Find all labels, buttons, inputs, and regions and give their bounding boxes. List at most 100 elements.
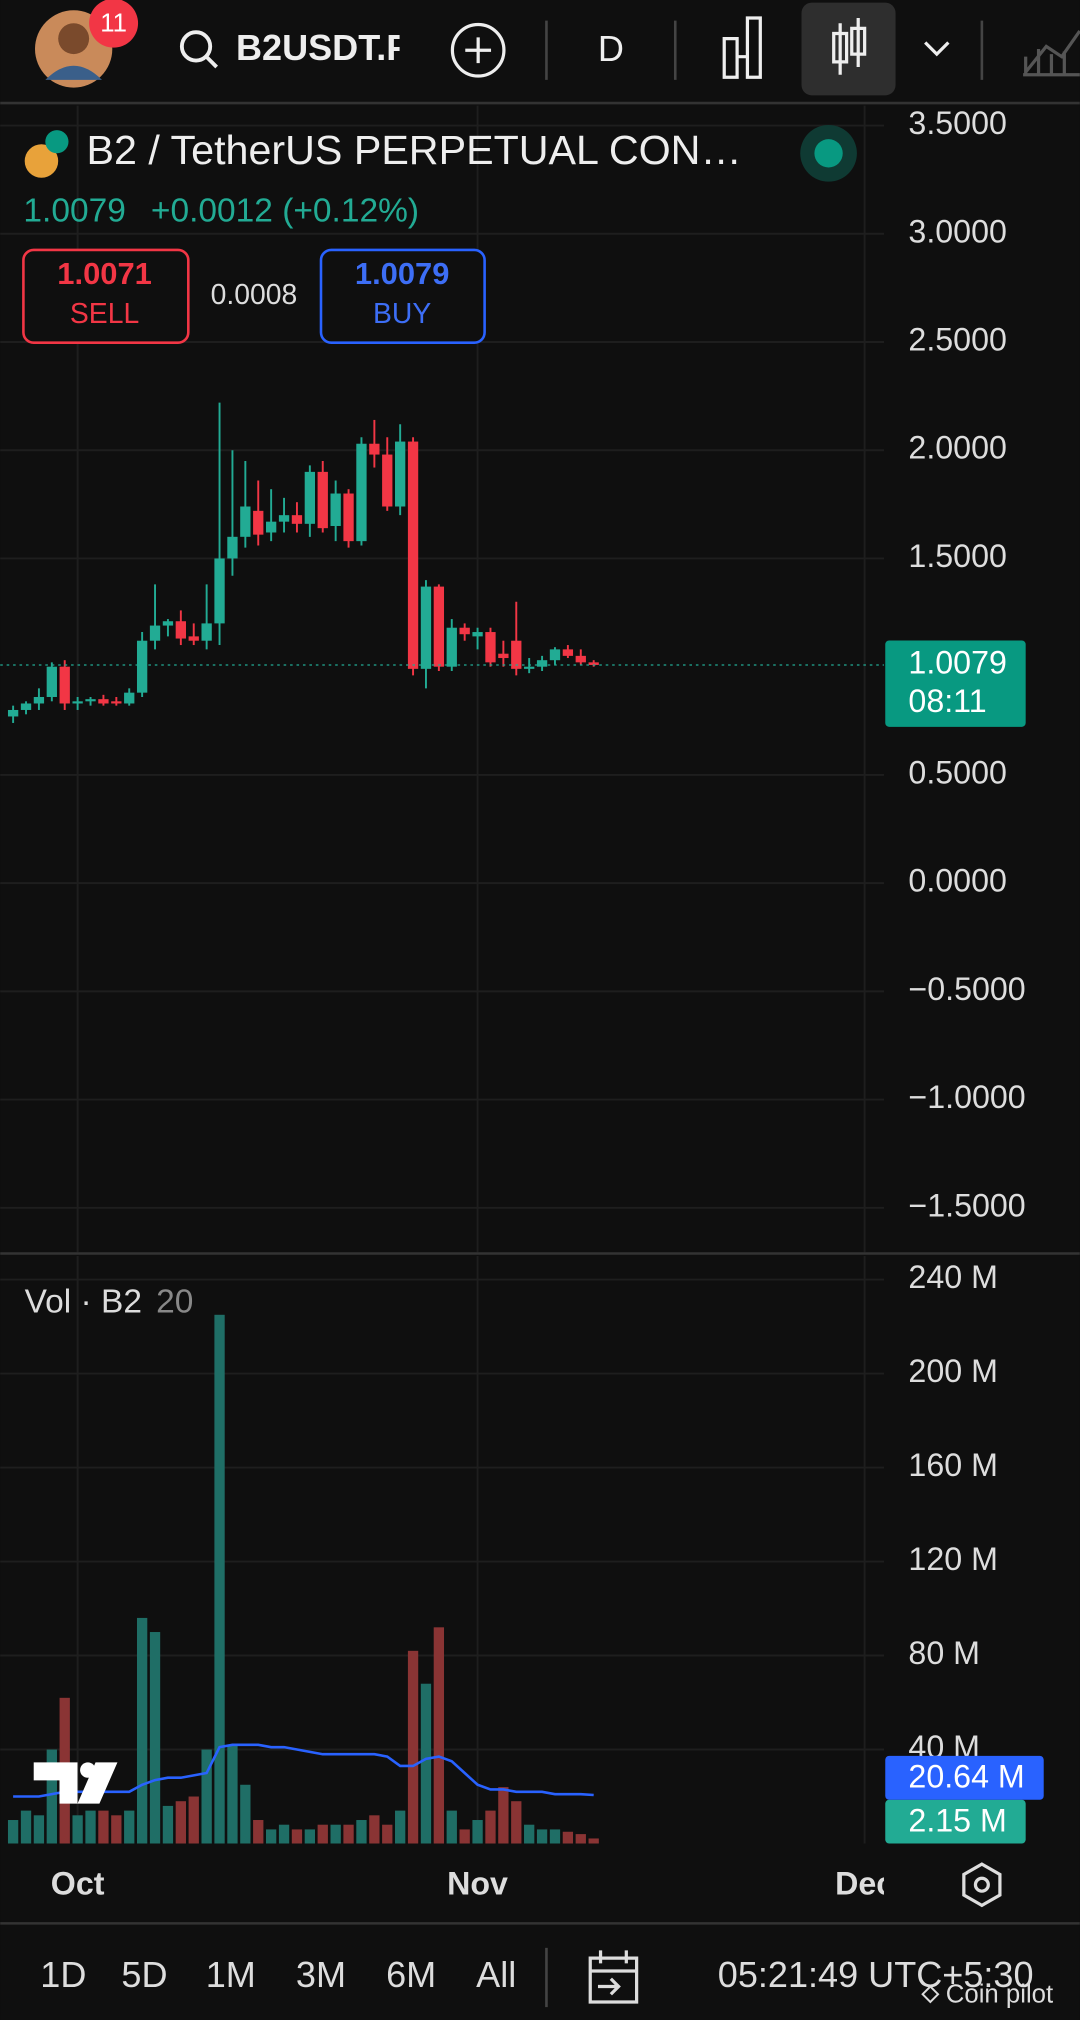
last-price: 1.0079	[23, 192, 125, 229]
range-button[interactable]: 5D	[121, 1954, 167, 1995]
market-status[interactable]	[814, 139, 843, 168]
notification-badge	[89, 0, 139, 48]
volume-bar	[498, 1787, 509, 1844]
volume-bar	[111, 1815, 122, 1844]
candle-body	[575, 655, 586, 663]
y-tick-label: 80 M	[908, 1635, 980, 1671]
volume-bar	[72, 1815, 83, 1844]
volume-bar	[485, 1810, 496, 1844]
candle-body	[369, 443, 380, 455]
symbol-legend: B2 / TetherUS PERPETUAL CON… 1.0079 +0.0…	[22, 124, 857, 1321]
volume-bar	[85, 1810, 96, 1844]
watermark-icon	[921, 1985, 940, 2004]
footer: 05:21:49 UTC+5:30 Coin pilot 1D 5D 1M 3M 6M A…	[40, 1954, 1053, 2008]
volume-bar	[278, 1824, 290, 1844]
logo-dot	[80, 1762, 96, 1778]
volume-bar	[304, 1829, 316, 1844]
candles-icon	[832, 18, 867, 75]
symbol[interactable]: B2USDT.P	[236, 27, 410, 68]
volume-bar	[46, 1749, 57, 1844]
volume-bar	[562, 1831, 574, 1844]
y-tick-label: 200 M	[908, 1353, 997, 1389]
volume-bar	[356, 1820, 367, 1844]
sell-label: SELL	[70, 298, 139, 330]
volume-bar	[240, 1784, 251, 1844]
candle-body	[304, 471, 316, 524]
search-icon[interactable]	[179, 30, 213, 63]
candles-button[interactable]	[801, 2, 896, 96]
candle-body	[459, 627, 470, 635]
interval[interactable]: D	[598, 28, 624, 69]
candle-body	[420, 586, 432, 669]
y-tick-label: 3.0000	[908, 213, 1006, 249]
range-button[interactable]: 1M	[206, 1954, 256, 1995]
last-value-label: 20.64 M	[908, 1759, 1024, 1795]
candle-body	[356, 443, 367, 542]
logo	[33, 1762, 118, 1804]
candle-body	[395, 441, 406, 507]
volume-bar	[536, 1829, 548, 1844]
symbol-logo	[24, 144, 59, 178]
goto-date-icon[interactable]	[588, 1950, 639, 2004]
volume-bar	[420, 1683, 432, 1844]
buy-button[interactable]	[319, 248, 486, 344]
x-tick-label: Nov	[447, 1866, 508, 1902]
volume-length: 20	[156, 1284, 193, 1321]
candle-body	[124, 692, 135, 704]
volume-bar	[98, 1810, 109, 1844]
spread: 0.0008	[211, 279, 298, 311]
buy-price: 1.0079	[355, 256, 450, 291]
moving-average	[13, 1743, 594, 1798]
candle-body	[227, 536, 238, 559]
volume-bar	[407, 1650, 419, 1844]
volume-bar	[7, 1820, 19, 1844]
candle-body	[240, 506, 251, 537]
candle-body	[162, 621, 174, 626]
volume-legend[interactable]: Vol · B2	[25, 1284, 142, 1321]
candle-body	[72, 701, 83, 704]
badge-count: 11	[100, 9, 127, 37]
range-button[interactable]: 1D	[40, 1954, 86, 1995]
clock[interactable]: 05:21:49 UTC+5:30	[718, 1954, 1034, 1995]
candle-body	[382, 454, 393, 507]
settings-icon[interactable]	[962, 1862, 1002, 1908]
settings-icon-center	[973, 1876, 990, 1893]
sell-price: 1.0071	[57, 256, 152, 291]
indicators-icon[interactable]	[1023, 29, 1080, 77]
candle-body	[330, 493, 341, 526]
candle-body	[343, 493, 354, 542]
sell-button[interactable]	[22, 248, 190, 344]
candle-body	[33, 696, 45, 704]
y-tick-label: 1.5000	[908, 538, 1006, 574]
range-button[interactable]: 3M	[296, 1954, 346, 1995]
y-tick-label: −0.5000	[908, 971, 1025, 1007]
search-icon-handle	[204, 55, 219, 69]
last-value-label: 2.15 M	[908, 1802, 1006, 1838]
range-button[interactable]: 6M	[386, 1954, 436, 1995]
volume-bar	[472, 1820, 483, 1844]
price-label: 1.0079	[908, 644, 1006, 680]
candle-body	[201, 623, 212, 641]
bars-icon[interactable]	[722, 16, 762, 79]
volume-bar	[33, 1815, 45, 1844]
volume-bar	[188, 1796, 199, 1844]
chevron[interactable]	[924, 41, 950, 57]
candle-body	[85, 699, 96, 702]
add-button[interactable]	[450, 22, 506, 78]
candle-body	[20, 703, 32, 710]
volume-bar	[588, 1838, 599, 1844]
volume-bar	[511, 1801, 522, 1844]
volume-bar	[175, 1801, 186, 1844]
volume-bar	[524, 1824, 535, 1844]
header: 11 B2USDT.P D	[0, 0, 1080, 105]
candle-body	[588, 662, 599, 665]
price-change: +0.0012 (+0.12%)	[151, 192, 419, 229]
volume-bar	[433, 1627, 445, 1844]
volume-bar	[136, 1617, 148, 1844]
volume-bar	[124, 1810, 135, 1844]
volume-bar	[265, 1829, 277, 1844]
volume-bar	[291, 1829, 303, 1844]
symbol-title[interactable]: B2 / TetherUS PERPETUAL CON…	[87, 127, 742, 173]
range-button[interactable]: All	[476, 1954, 516, 1995]
